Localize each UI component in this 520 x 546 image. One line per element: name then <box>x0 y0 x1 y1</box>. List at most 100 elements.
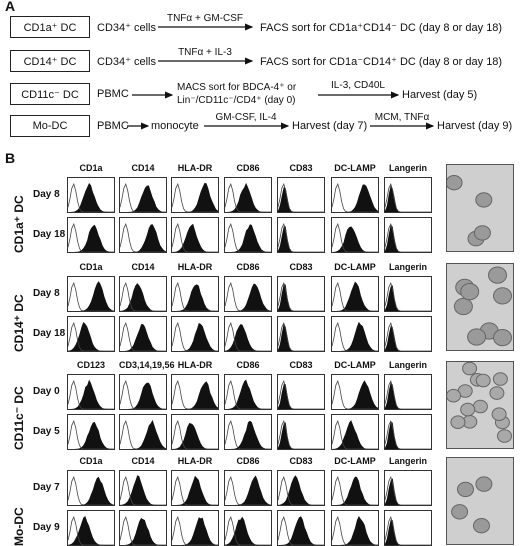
group-label: CD1a⁺ DC <box>12 195 26 253</box>
marker-header: CD86 <box>236 360 260 370</box>
cell-type-box-cd14: CD14⁺ DC <box>10 50 90 72</box>
isotype-control-line <box>120 379 166 409</box>
result-text-1: FACS sort for CD1a⁺CD14⁻ DC (day 8 or da… <box>260 22 503 34</box>
histogram-fill <box>278 186 324 212</box>
histogram-fill <box>332 321 378 351</box>
flow-histogram <box>171 510 219 546</box>
cell-shape <box>475 476 493 492</box>
marker-header: HLA-DR <box>177 360 213 370</box>
isotype-control-line <box>120 222 166 252</box>
marker-header: DC-LAMP <box>334 163 376 173</box>
cell-shape <box>467 328 487 346</box>
isotype-control-line <box>172 515 218 545</box>
cell-shape <box>497 429 512 443</box>
source-pbmc-4: PBMC <box>97 120 129 132</box>
histogram-fill <box>385 519 431 545</box>
flow-histogram <box>224 414 272 450</box>
marker-header: CD3,14,19,56 <box>119 360 175 370</box>
flow-histogram <box>331 177 379 213</box>
cell-shape <box>475 192 493 208</box>
cell-shape <box>457 481 474 498</box>
flow-histogram <box>331 316 379 352</box>
histogram-fill <box>172 323 218 351</box>
treatment-label-3: IL-3, CD40L <box>331 80 385 91</box>
flow-histogram <box>384 470 432 506</box>
histogram-fill <box>332 226 378 252</box>
flow-histogram <box>384 374 432 410</box>
monocyte-dc-photo <box>446 457 514 545</box>
isotype-control-line <box>278 321 324 351</box>
isotype-control-line <box>332 182 378 212</box>
marker-header: CD86 <box>236 456 260 466</box>
flow-histogram <box>119 470 167 506</box>
isotype-control-line <box>332 419 378 449</box>
flow-histogram <box>119 510 167 546</box>
flow-histogram <box>119 276 167 312</box>
flow-histogram <box>67 374 115 410</box>
flow-histogram <box>277 510 325 546</box>
histogram-fill <box>68 379 114 409</box>
marker-header: CD14 <box>131 163 155 173</box>
cell-shape <box>451 504 469 520</box>
flow-histogram <box>277 316 325 352</box>
source-cd34-1: CD34⁺ cells <box>97 22 156 34</box>
histogram-fill <box>278 422 324 449</box>
histogram-fill <box>172 381 218 409</box>
isotype-control-line <box>172 379 218 409</box>
isotype-control-line <box>120 475 166 505</box>
isotype-control-line <box>172 182 218 212</box>
isotype-control-line <box>68 475 114 505</box>
isotype-control-line <box>385 182 431 212</box>
marker-header: CD1a <box>79 163 103 173</box>
flow-histogram <box>171 374 219 410</box>
isotype-control-line <box>385 419 431 449</box>
flow-histogram <box>171 414 219 450</box>
histogram-fill <box>68 183 114 212</box>
marker-header: CD83 <box>289 360 313 370</box>
isotype-control-line <box>278 419 324 449</box>
flow-histogram <box>67 177 115 213</box>
cell-shape <box>473 225 491 241</box>
isotype-control-line <box>172 321 218 351</box>
flow-histogram <box>331 217 379 253</box>
histogram-fill <box>120 185 166 212</box>
isotype-control-line <box>120 515 166 545</box>
isotype-control-line <box>385 379 431 409</box>
flow-histogram <box>331 470 379 506</box>
flow-histogram <box>331 414 379 450</box>
panel-a-letter: A <box>5 0 16 14</box>
flow-histogram <box>384 276 432 312</box>
plasmacytoid-cells-photo <box>446 361 514 449</box>
isotype-control-line <box>225 182 271 212</box>
cell-shape <box>447 388 461 403</box>
histogram-fill <box>385 285 431 311</box>
histogram-fill <box>172 284 218 311</box>
marker-header: CD14 <box>131 456 155 466</box>
day-label: Day 8 <box>33 189 60 200</box>
cell-shape <box>447 175 463 191</box>
isotype-control-line <box>278 222 324 252</box>
panel-b-letter: B <box>5 150 16 166</box>
flow-histogram <box>171 217 219 253</box>
isotype-control-line <box>385 475 431 505</box>
histogram-fill <box>172 182 218 212</box>
marker-header: HLA-DR <box>177 163 213 173</box>
flow-histogram <box>224 510 272 546</box>
flow-histogram <box>277 177 325 213</box>
isotype-control-line <box>332 379 378 409</box>
isotype-control-line <box>225 475 271 505</box>
histogram-fill <box>225 224 271 252</box>
macs-line2: Lin⁻/CD11c⁻/CD4⁺ (day 0) <box>177 95 296 106</box>
flow-histogram <box>67 470 115 506</box>
flow-histogram <box>224 177 272 213</box>
cell-shape <box>460 402 476 417</box>
treatment-label-4: GM-CSF, IL-4 <box>215 112 277 123</box>
isotype-control-line <box>120 419 166 449</box>
histogram-fill <box>332 281 378 311</box>
histogram-fill <box>225 379 271 409</box>
flow-histogram <box>224 316 272 352</box>
marker-header: CD86 <box>236 262 260 272</box>
marker-header: DC-LAMP <box>334 360 376 370</box>
isotype-control-line <box>120 321 166 351</box>
cell-type-box-modc: Mo-DC <box>10 115 90 137</box>
